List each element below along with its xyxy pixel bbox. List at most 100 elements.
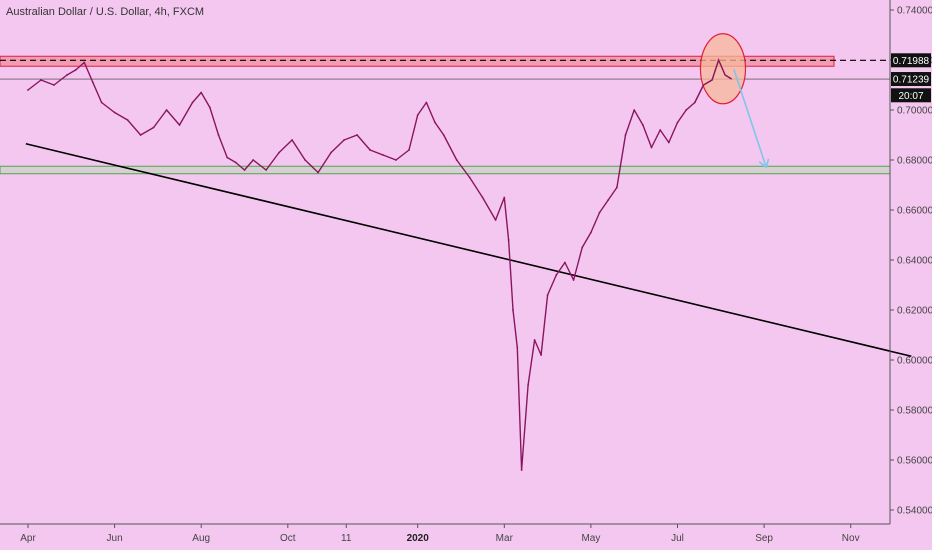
price-point bbox=[507, 239, 510, 241]
x-tick-label: Mar bbox=[496, 533, 514, 544]
current-price-tag-bg bbox=[891, 72, 931, 87]
price-point bbox=[615, 186, 618, 189]
price-point bbox=[455, 159, 458, 161]
price-point bbox=[590, 231, 592, 234]
price-series-line[interactable] bbox=[27, 59, 732, 471]
price-layer bbox=[27, 59, 733, 471]
price-point bbox=[356, 134, 358, 136]
price-point bbox=[152, 126, 155, 129]
price-point bbox=[92, 81, 94, 84]
x-tick-label: Aug bbox=[192, 533, 210, 544]
y-tick-label: 0.60000 bbox=[897, 356, 932, 367]
projection-arrowhead bbox=[765, 158, 770, 168]
y-tick-label: 0.68000 bbox=[897, 156, 932, 167]
price-point bbox=[520, 469, 523, 471]
countdown-tag-bg bbox=[891, 88, 931, 103]
price-point bbox=[624, 134, 627, 136]
y-tick-label: 0.64000 bbox=[897, 256, 932, 267]
price-point bbox=[546, 294, 549, 296]
trendline[interactable] bbox=[25, 142, 912, 358]
price-point bbox=[494, 219, 497, 221]
price-point bbox=[659, 129, 662, 131]
price-point bbox=[200, 91, 203, 94]
price-point bbox=[382, 154, 384, 156]
price-point bbox=[83, 61, 86, 64]
price-point bbox=[226, 156, 229, 159]
price-point bbox=[243, 169, 246, 171]
x-tick-label: 2020 bbox=[407, 533, 430, 544]
price-point bbox=[527, 384, 530, 386]
price-point bbox=[395, 159, 397, 161]
price-point bbox=[516, 346, 519, 349]
resistance-zone[interactable] bbox=[0, 55, 835, 67]
price-point bbox=[27, 89, 29, 91]
price-point bbox=[607, 199, 610, 201]
price-point bbox=[512, 309, 514, 311]
y-tick-label: 0.56000 bbox=[897, 456, 932, 467]
price-point bbox=[139, 134, 142, 136]
price-point bbox=[278, 151, 281, 154]
price-point bbox=[555, 274, 558, 276]
price-point bbox=[650, 146, 653, 149]
price-point bbox=[633, 109, 636, 111]
x-tick-label: Sep bbox=[755, 533, 773, 544]
price-point bbox=[330, 151, 332, 154]
price-point bbox=[208, 106, 211, 109]
countdown-tag: 20:07 bbox=[898, 91, 923, 102]
price-point bbox=[572, 279, 575, 281]
price-point bbox=[685, 109, 688, 111]
price-point bbox=[676, 121, 679, 124]
price-point bbox=[343, 139, 345, 141]
price-point bbox=[40, 79, 42, 81]
x-tick-label: Jul bbox=[671, 533, 684, 544]
y-tick-label: 0.74000 bbox=[897, 6, 932, 17]
x-tick-label: Apr bbox=[20, 533, 36, 544]
y-tick-label: 0.70000 bbox=[897, 106, 932, 117]
price-point bbox=[252, 159, 255, 161]
price-point bbox=[503, 196, 506, 199]
chart-title: Australian Dollar / U.S. Dollar, 4h, FXC… bbox=[6, 6, 205, 18]
price-point bbox=[234, 161, 237, 164]
price-series-tail bbox=[694, 58, 732, 103]
price-point bbox=[442, 134, 445, 136]
x-tick-label: Oct bbox=[280, 533, 296, 544]
price-point bbox=[540, 354, 543, 356]
resistance-price-tag: 0.71988 bbox=[893, 56, 930, 67]
price-point bbox=[165, 109, 168, 111]
price-point bbox=[191, 101, 194, 104]
price-point bbox=[53, 84, 55, 86]
y-tick-label: 0.58000 bbox=[897, 406, 932, 417]
price-point bbox=[667, 141, 670, 144]
zones-layer bbox=[0, 55, 891, 175]
price-point bbox=[641, 124, 644, 126]
y-tick-label: 0.62000 bbox=[897, 306, 932, 317]
price-point bbox=[126, 119, 129, 121]
trendline-layer bbox=[25, 142, 912, 358]
x-tick-label: 11 bbox=[341, 533, 352, 544]
price-point bbox=[217, 134, 220, 136]
price-point bbox=[178, 124, 181, 126]
price-point bbox=[481, 196, 484, 199]
price-point bbox=[468, 176, 471, 179]
x-tick-label: May bbox=[581, 533, 600, 544]
price-point bbox=[434, 121, 436, 124]
price-point bbox=[408, 149, 410, 151]
price-point bbox=[581, 246, 584, 249]
price-point bbox=[265, 169, 268, 171]
price-point bbox=[113, 111, 116, 114]
price-point bbox=[425, 101, 428, 104]
price-point bbox=[564, 261, 566, 264]
y-tick-label: 0.66000 bbox=[897, 206, 932, 217]
price-point bbox=[598, 211, 601, 214]
price-point bbox=[100, 101, 103, 104]
projection-arrowhead bbox=[758, 161, 767, 169]
price-point bbox=[291, 139, 294, 141]
x-tick-label: Jun bbox=[107, 533, 123, 544]
annotation-layer bbox=[694, 33, 770, 169]
price-point bbox=[317, 171, 320, 174]
price-point bbox=[416, 114, 419, 116]
y-tick-label: 0.54000 bbox=[897, 506, 932, 517]
projection-arrow[interactable] bbox=[733, 68, 768, 168]
